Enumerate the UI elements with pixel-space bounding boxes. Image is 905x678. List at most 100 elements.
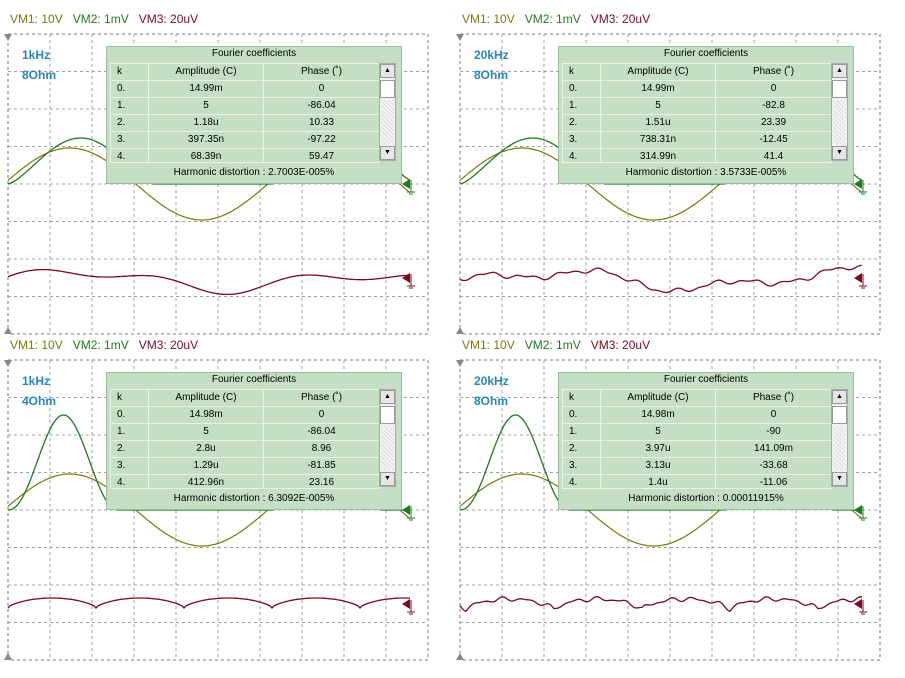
fourier-table[interactable]: k Amplitude (C) Phase (˚) 0. 14.98m 0 1. 5 -90 2.… (562, 389, 832, 489)
fourier-cell-k: 1. (111, 424, 149, 440)
fourier-table[interactable]: k Amplitude (C) Phase (˚) 0. 14.99m 0 1. 5 -86.0… (110, 63, 380, 163)
fourier-title: Fourier coefficients (211, 48, 297, 59)
scroll-up-arrow-icon[interactable]: ▲ (832, 64, 847, 78)
legend: VM1: 10V VM2: 1mV VM3: 20uV (462, 338, 660, 354)
fourier-cell-phase: 23.16 (308, 477, 335, 488)
fourier-cell-k: 0. (111, 407, 149, 423)
ground-marker-vm3-icon (854, 599, 867, 615)
legend-vm1: VM1: 10V (462, 338, 515, 352)
fourier-table[interactable]: k Amplitude (C) Phase (˚) 0. 14.98m 0 1. 5 -86.0… (110, 389, 380, 489)
fourier-cell-amplitude: 738.31n (601, 132, 716, 148)
fourier-cell-k: 3. (111, 132, 149, 148)
scroll-down-arrow-icon[interactable]: ▼ (832, 146, 847, 160)
fourier-coefficients-panel: Fourier coefficients k Amplitude (C) Phase … (106, 46, 402, 184)
bottom-marker-icon (456, 653, 464, 660)
ground-marker-vm2-icon (402, 505, 415, 521)
fourier-cell-phase: 41.4 (763, 151, 784, 162)
scroll-track[interactable] (833, 100, 846, 144)
frequency-annotation: 1kHz (22, 48, 51, 62)
scroll-down-arrow-icon[interactable]: ▼ (380, 472, 395, 486)
column-header-k: k (111, 390, 149, 406)
scope-panel-4: VM1: 10V VM2: 1mV VM3: 20uV 20kHz 8Ohm Fourie… (452, 338, 882, 668)
fourier-cell-phase: 8.96 (311, 443, 332, 454)
fourier-table[interactable]: k Amplitude (C) Phase (˚) 0. 14.99m 0 1. 5 -82.8… (562, 63, 832, 163)
fourier-cell-amplitude: 3.97u (601, 441, 716, 457)
fourier-cell-amplitude: 5 (149, 98, 264, 114)
column-header-amplitude: Amplitude (C) (149, 390, 264, 406)
fourier-row: 3. 397.35n -97.22 (111, 132, 379, 149)
frequency-annotation: 20kHz (474, 48, 509, 62)
fourier-row: 0. 14.98m 0 (563, 407, 831, 424)
fourier-scrollbar[interactable]: ▲ ▼ (831, 389, 848, 487)
load-annotation: 8Ohm (474, 68, 509, 82)
legend: VM1: 10V VM2: 1mV VM3: 20uV (462, 12, 660, 28)
scroll-track[interactable] (381, 426, 394, 470)
legend-vm2: VM2: 1mV (72, 12, 129, 26)
fourier-cell-k: 2. (563, 441, 601, 457)
scope-panel-3: VM1: 10V VM2: 1mV VM3: 20uV 1kHz 4Ohm Fourier… (0, 338, 430, 668)
fourier-row: 0. 14.99m 0 (111, 81, 379, 98)
ground-marker-vm3-icon (402, 599, 415, 615)
fourier-cell-k: 4. (563, 475, 601, 488)
fourier-header-row: k Amplitude (C) Phase (˚) (111, 390, 379, 407)
ground-marker-vm3-icon (854, 273, 867, 289)
bottom-marker-icon (4, 653, 12, 660)
fourier-cell-phase: 23.39 (760, 117, 787, 128)
fourier-cell-amplitude: 1.51u (601, 115, 716, 131)
column-header-k: k (111, 64, 149, 80)
fourier-row: 2. 1.18u 10.33 (111, 115, 379, 132)
fourier-scrollbar[interactable]: ▲ ▼ (379, 389, 396, 487)
top-marker-icon (4, 360, 12, 367)
fourier-cell-k: 4. (563, 149, 601, 162)
legend-vm3: VM3: 20uV (138, 12, 199, 26)
fourier-scrollbar[interactable]: ▲ ▼ (831, 63, 848, 161)
scroll-track[interactable] (381, 100, 394, 144)
scope-panel-2: VM1: 10V VM2: 1mV VM3: 20uV 20kHz 8Ohm Fourie… (452, 12, 882, 342)
fourier-row: 1. 5 -86.04 (111, 98, 379, 115)
fourier-cell-phase: -11.06 (759, 477, 788, 488)
legend-vm1: VM1: 10V (462, 12, 515, 26)
fourier-cell-amplitude: 5 (601, 424, 716, 440)
fourier-scrollbar[interactable]: ▲ ▼ (379, 63, 396, 161)
fourier-cell-phase: 141.09m (754, 443, 793, 454)
scroll-thumb[interactable] (380, 80, 395, 98)
fourier-cell-phase: -82.8 (762, 100, 785, 111)
fourier-cell-amplitude: 14.98m (149, 407, 264, 423)
scroll-track[interactable] (833, 426, 846, 470)
scroll-up-arrow-icon[interactable]: ▲ (380, 64, 395, 78)
harmonic-distortion: Harmonic distortion : 0.00011915% (559, 491, 853, 507)
scroll-thumb[interactable] (380, 406, 395, 424)
scroll-down-arrow-icon[interactable]: ▼ (380, 146, 395, 160)
fourier-row: 4. 68.39n 59.47 (111, 149, 379, 162)
scroll-thumb[interactable] (832, 80, 847, 98)
frequency-annotation: 20kHz (474, 374, 509, 388)
column-header-phase: Phase (˚) (752, 66, 795, 77)
fourier-row: 2. 3.97u 141.09m (563, 441, 831, 458)
fourier-cell-phase: 0 (770, 83, 777, 94)
legend-vm3: VM3: 20uV (590, 338, 651, 352)
fourier-cell-phase: 10.33 (308, 117, 335, 128)
fourier-cell-k: 2. (111, 115, 149, 131)
scroll-thumb[interactable] (832, 406, 847, 424)
load-annotation: 4Ohm (22, 394, 57, 408)
scroll-up-arrow-icon[interactable]: ▲ (380, 390, 395, 404)
harmonic-distortion-value: 6.3092E-005% (268, 493, 335, 504)
fourier-cell-amplitude: 5 (149, 424, 264, 440)
fourier-cell-k: 0. (111, 81, 149, 97)
column-header-amplitude: Amplitude (C) (601, 64, 716, 80)
fourier-row: 3. 3.13u -33.68 (563, 458, 831, 475)
fourier-header-row: k Amplitude (C) Phase (˚) (563, 64, 831, 81)
fourier-cell-amplitude: 314.99n (601, 149, 716, 162)
fourier-cell-amplitude: 2.8u (149, 441, 264, 457)
scroll-down-arrow-icon[interactable]: ▼ (832, 472, 847, 486)
legend-vm1: VM1: 10V (10, 338, 63, 352)
trace-vm3 (459, 264, 863, 294)
legend-vm2: VM2: 1mV (524, 12, 581, 26)
fourier-cell-amplitude: 397.35n (149, 132, 264, 148)
column-header-amplitude: Amplitude (C) (149, 64, 264, 80)
fourier-cell-phase: -12.45 (759, 134, 788, 145)
harmonic-distortion-label: Harmonic distortion : (173, 167, 266, 178)
fourier-cell-k: 2. (563, 115, 601, 131)
fourier-row: 1. 5 -82.8 (563, 98, 831, 115)
scroll-up-arrow-icon[interactable]: ▲ (832, 390, 847, 404)
